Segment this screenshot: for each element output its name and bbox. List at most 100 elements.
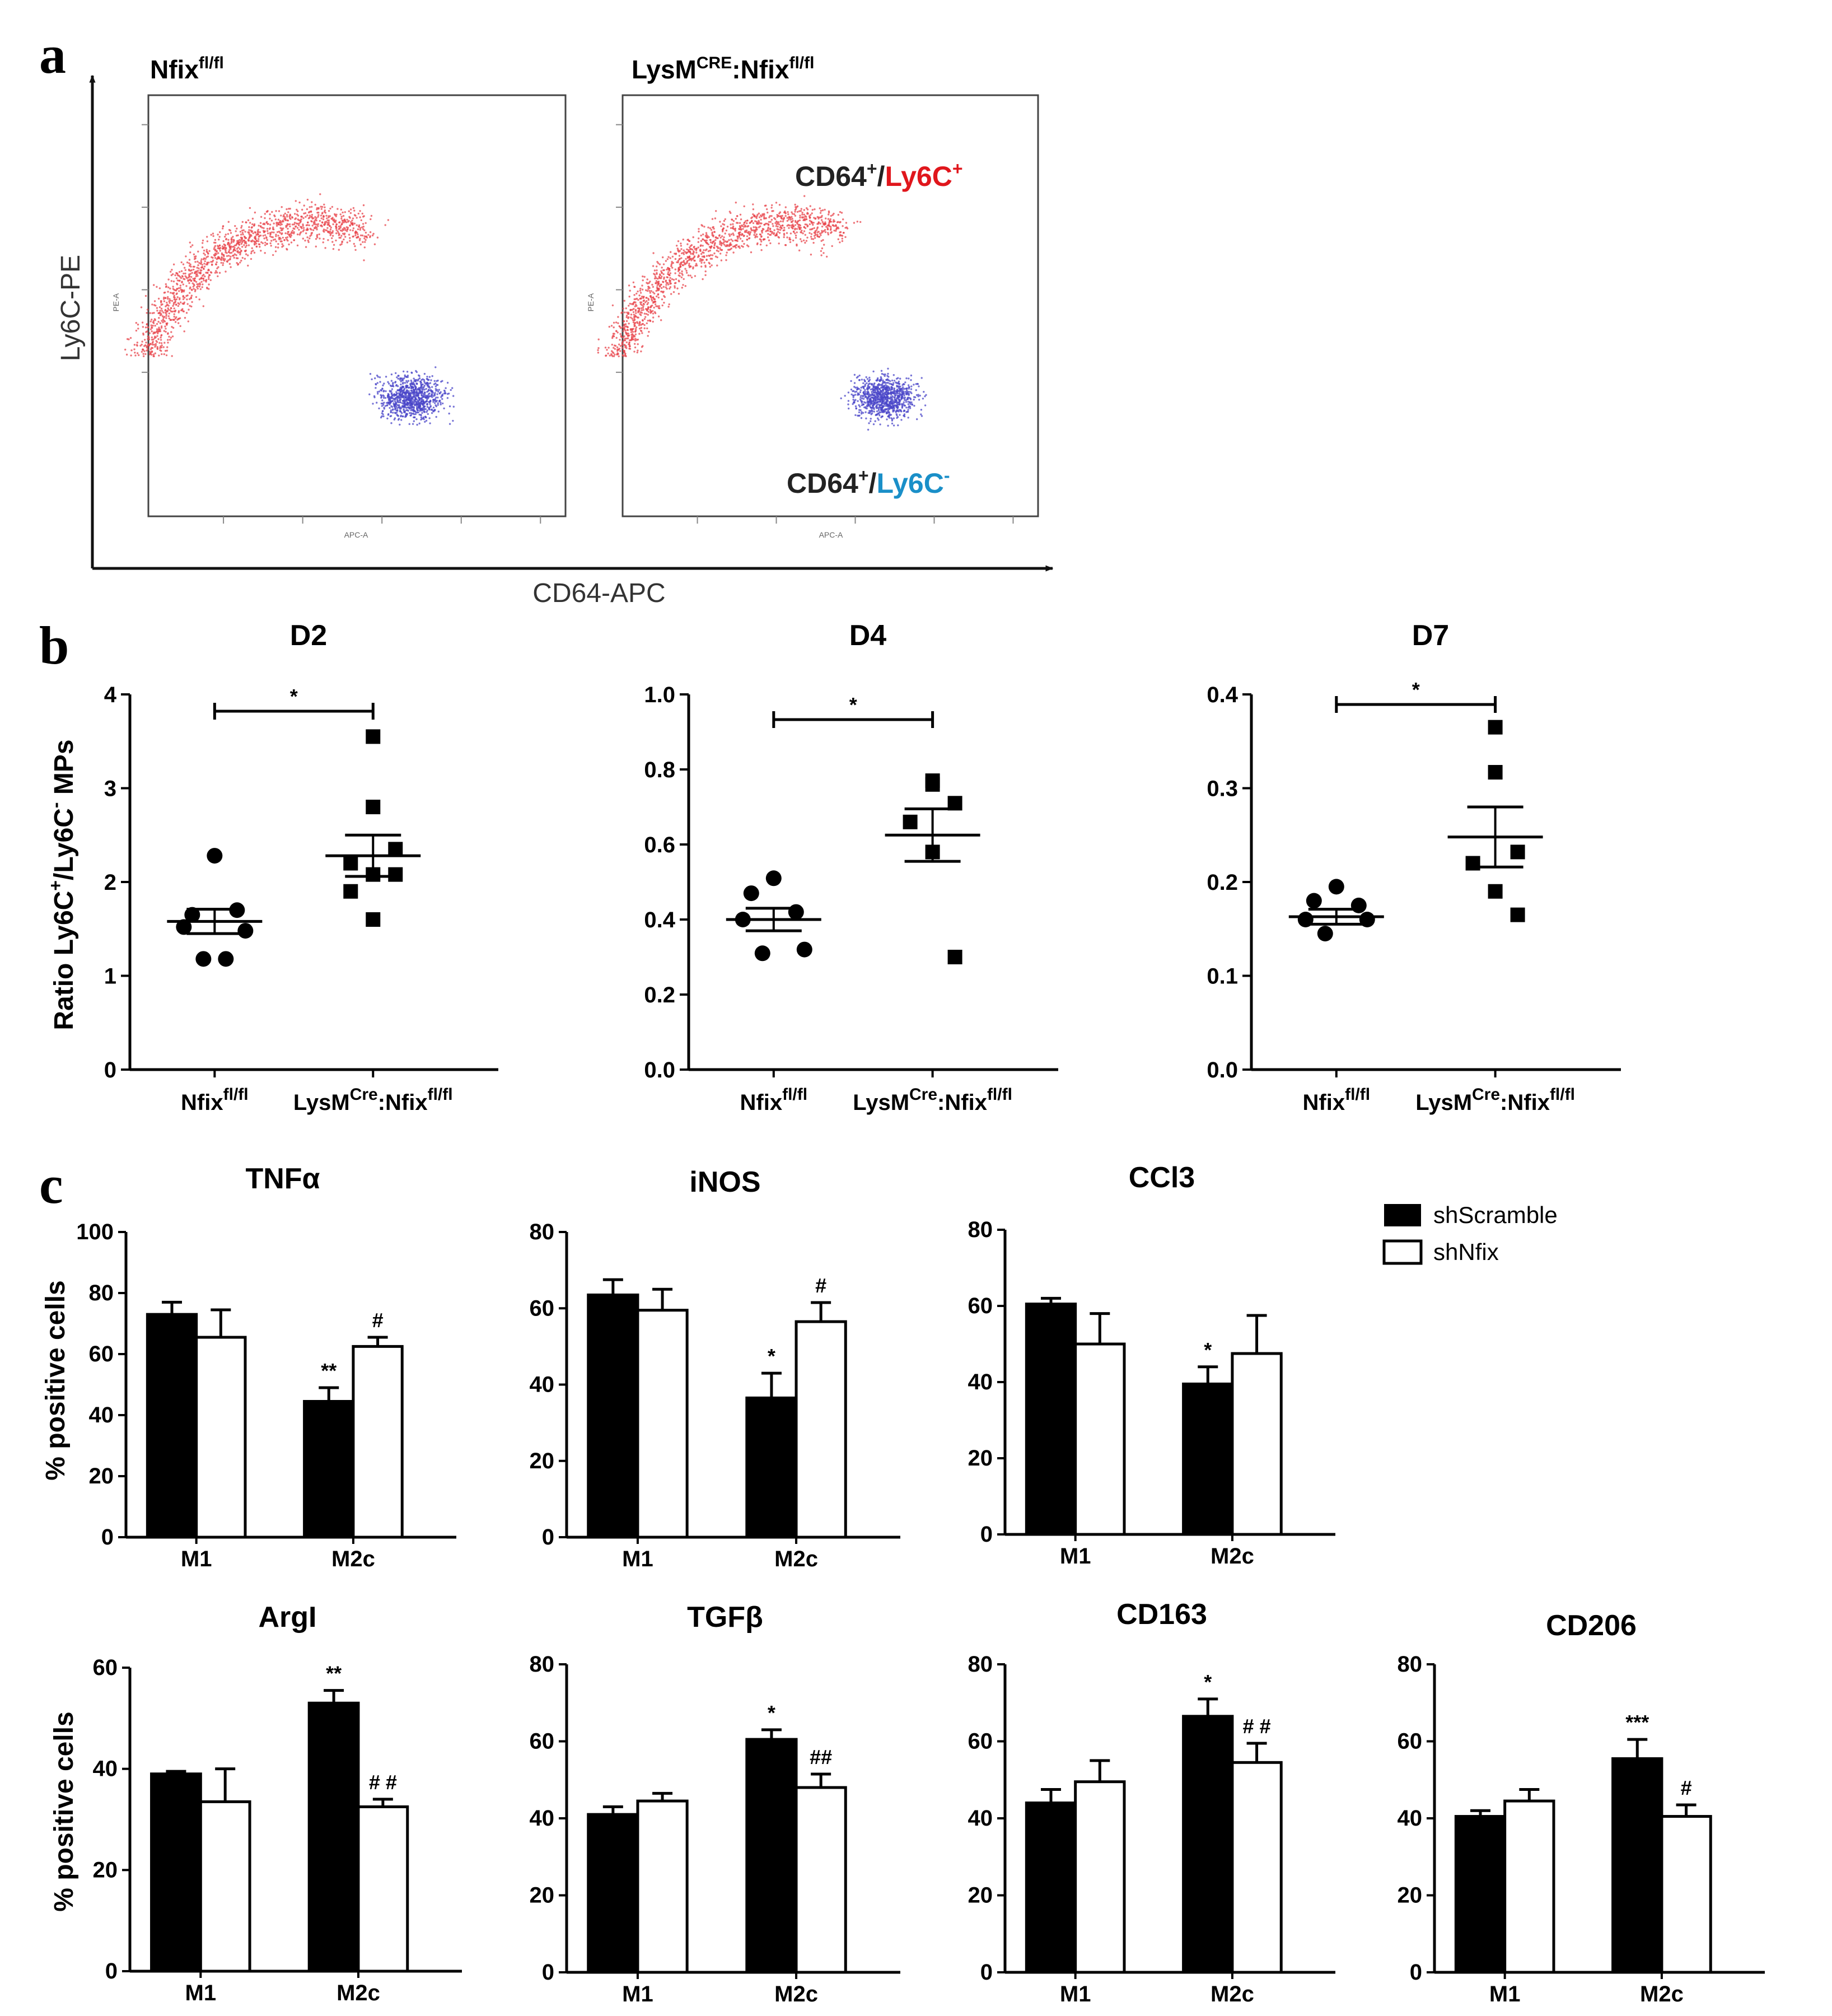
facs-dot-ly6c-pos — [776, 228, 778, 230]
facs-dot-ly6c-pos — [622, 330, 624, 332]
facs-dot-ly6c-pos — [638, 328, 641, 330]
facs-dot-ly6c-pos — [146, 312, 148, 314]
facs-dot-ly6c-pos — [782, 218, 784, 221]
facs-dot-ly6c-pos — [247, 244, 250, 246]
facs-dot-ly6c-pos — [669, 286, 672, 288]
chart-title: D2 — [290, 619, 327, 652]
facs-dot-ly6c-pos — [703, 239, 706, 241]
facs-dot-ly6c-neg — [413, 413, 415, 416]
facs-dot-ly6c-pos — [301, 227, 303, 230]
facs-dot-ly6c-pos — [613, 326, 615, 329]
facs-dot-ly6c-pos — [652, 265, 655, 267]
facs-dot-ly6c-pos — [192, 265, 195, 268]
facs-dot-ly6c-neg — [403, 370, 405, 372]
facs-dot-ly6c-pos — [613, 344, 616, 347]
facs-dot-ly6c-pos — [166, 349, 169, 352]
facs-dot-ly6c-pos — [316, 208, 318, 211]
facs-dot-ly6c-pos — [709, 246, 712, 249]
facs-dot-ly6c-neg — [421, 412, 423, 414]
facs-dot-ly6c-pos — [140, 306, 143, 309]
facs-dot-ly6c-pos — [305, 232, 307, 235]
facs-dot-ly6c-pos — [207, 253, 209, 255]
facs-dot-ly6c-neg — [406, 381, 408, 384]
facs-dot-ly6c-neg — [379, 381, 381, 383]
facs-dot-ly6c-neg — [872, 391, 875, 394]
facs-dot-ly6c-pos — [725, 240, 727, 242]
facs-dot-ly6c-neg — [412, 386, 415, 389]
facs-dot-ly6c-pos — [184, 272, 186, 275]
facs-dot-ly6c-pos — [760, 218, 762, 221]
facs-dot-ly6c-pos — [289, 218, 292, 220]
facs-dot-ly6c-pos — [151, 318, 153, 321]
facs-dot-ly6c-pos — [236, 227, 238, 230]
facs-dot-ly6c-neg — [389, 403, 391, 405]
facs-dot-ly6c-neg — [875, 395, 878, 398]
facs-dot-ly6c-pos — [242, 229, 245, 231]
facs-dot-ly6c-neg — [857, 400, 859, 402]
panel-letter-a: a — [39, 25, 66, 85]
bar-shnfix-m1 — [195, 1336, 247, 1539]
facs-dot-ly6c-pos — [706, 236, 709, 239]
facs-dot-ly6c-neg — [858, 409, 861, 411]
facs-dot-ly6c-neg — [388, 398, 390, 400]
y-tick-label: 0 — [542, 1960, 554, 1985]
facs-dot-ly6c-pos — [710, 228, 713, 231]
facs-dot-ly6c-pos — [240, 250, 242, 253]
facs-dot-ly6c-pos — [148, 353, 151, 356]
facs-dot-ly6c-pos — [739, 247, 741, 249]
facs-dot-ly6c-pos — [683, 262, 686, 264]
facs-dot-ly6c-pos — [647, 319, 649, 322]
facs-dot-ly6c-pos — [629, 328, 632, 330]
facs-dot-ly6c-pos — [153, 312, 155, 314]
facs-dot-ly6c-pos — [278, 223, 280, 226]
facs-dot-ly6c-pos — [295, 226, 297, 228]
facs-dot-ly6c-pos — [200, 260, 202, 262]
facs-dot-ly6c-pos — [754, 220, 756, 222]
facs-dot-ly6c-pos — [760, 249, 763, 251]
facs-dot-ly6c-neg — [883, 393, 885, 395]
facs-dot-ly6c-pos — [781, 227, 783, 229]
y-tick-label: 80 — [89, 1281, 114, 1305]
facs-dot-ly6c-neg — [406, 409, 409, 411]
facs-dot-ly6c-neg — [873, 401, 876, 403]
facs-dot-ly6c-pos — [152, 355, 155, 357]
facs-dot-ly6c-pos — [634, 338, 637, 340]
facs-dot-ly6c-pos — [161, 320, 163, 322]
facs-dot-ly6c-neg — [415, 370, 417, 372]
facs-dot-ly6c-pos — [651, 283, 653, 286]
facs-dot-ly6c-neg — [391, 400, 394, 402]
facs-dot-ly6c-pos — [733, 228, 736, 231]
facs-dot-ly6c-pos — [770, 230, 772, 232]
data-point — [947, 950, 962, 964]
facs-dot-ly6c-neg — [403, 409, 405, 412]
facs-dot-ly6c-neg — [438, 400, 441, 403]
facs-dot-ly6c-pos — [211, 263, 213, 265]
facs-dot-ly6c-neg — [378, 376, 381, 379]
facs-dot-ly6c-pos — [141, 321, 144, 324]
bar-shnfix-m1 — [199, 1800, 251, 1973]
facs-dot-ly6c-pos — [643, 276, 646, 278]
facs-dot-ly6c-pos — [256, 232, 259, 235]
facs-dot-ly6c-pos — [656, 272, 658, 274]
facs-dot-ly6c-pos — [364, 241, 366, 243]
data-point — [176, 919, 192, 935]
facs-dot-ly6c-neg — [901, 403, 903, 405]
facs-dot-ly6c-pos — [739, 225, 741, 227]
facs-dot-ly6c-pos — [213, 246, 216, 249]
facs-dot-ly6c-pos — [172, 280, 175, 283]
facs-dot-ly6c-neg — [410, 381, 413, 383]
facs-dot-ly6c-pos — [349, 229, 352, 231]
facs-dot-ly6c-neg — [432, 410, 434, 412]
facs-dot-ly6c-neg — [426, 377, 428, 380]
facs-dot-ly6c-neg — [390, 422, 392, 424]
facs-dot-ly6c-pos — [686, 239, 689, 241]
facs-dot-ly6c-pos — [363, 246, 366, 249]
facs-dot-ly6c-pos — [339, 229, 342, 232]
facs-dot-ly6c-neg — [850, 393, 853, 395]
facs-dot-ly6c-pos — [223, 254, 225, 256]
facs-dot-ly6c-pos — [746, 225, 749, 228]
facs-dot-ly6c-pos — [786, 225, 788, 227]
facs-dot-ly6c-pos — [290, 234, 292, 237]
data-point — [229, 902, 245, 918]
